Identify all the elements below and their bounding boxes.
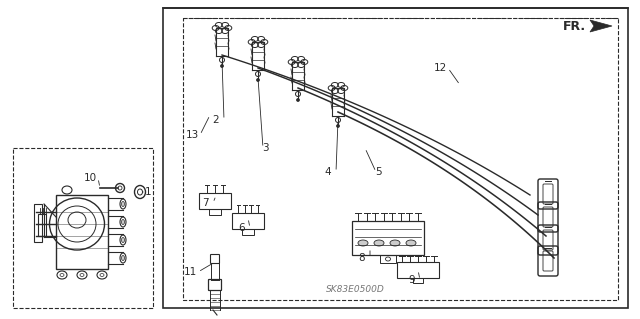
Text: 7: 7	[202, 198, 208, 208]
Bar	[34, 204, 42, 242]
Ellipse shape	[374, 240, 384, 246]
Text: FR.: FR.	[563, 19, 586, 33]
Bar	[242, 229, 254, 235]
Ellipse shape	[337, 124, 339, 128]
Text: 1: 1	[145, 187, 151, 197]
Text: 3: 3	[262, 143, 268, 153]
Polygon shape	[590, 20, 612, 32]
Ellipse shape	[296, 99, 300, 101]
Text: 6: 6	[239, 223, 245, 233]
Ellipse shape	[122, 238, 125, 242]
Text: 5: 5	[374, 167, 381, 177]
Ellipse shape	[406, 240, 416, 246]
Ellipse shape	[122, 219, 125, 225]
Ellipse shape	[390, 240, 400, 246]
Ellipse shape	[257, 78, 259, 81]
Bar	[413, 278, 423, 283]
Ellipse shape	[122, 202, 125, 206]
Ellipse shape	[221, 64, 223, 68]
Bar	[380, 255, 396, 263]
Bar	[38, 214, 46, 236]
Text: SK83E0500D: SK83E0500D	[326, 286, 385, 294]
Ellipse shape	[358, 240, 368, 246]
Text: 12: 12	[433, 63, 447, 73]
Text: 13: 13	[186, 130, 198, 140]
Text: 11: 11	[184, 267, 196, 277]
Bar	[209, 209, 221, 215]
Text: 9: 9	[409, 275, 415, 285]
Text: 10: 10	[83, 173, 97, 183]
Text: 4: 4	[324, 167, 332, 177]
Text: 2: 2	[212, 115, 220, 125]
Text: 8: 8	[358, 253, 365, 263]
Ellipse shape	[122, 256, 125, 261]
